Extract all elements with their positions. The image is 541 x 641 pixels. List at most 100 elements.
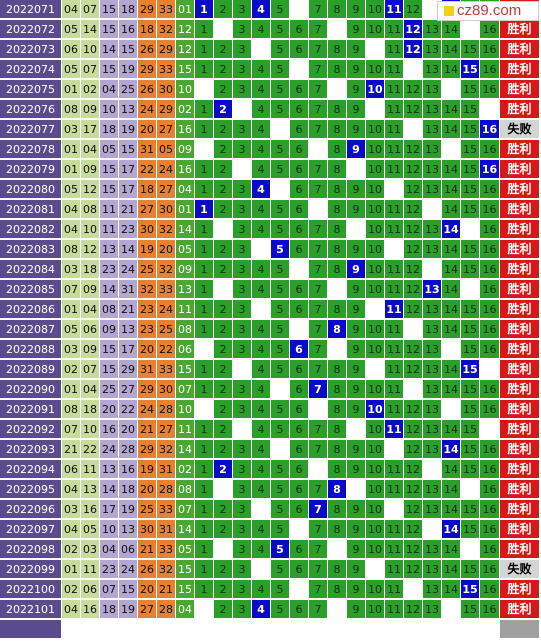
trend-cell: 2 — [214, 180, 233, 199]
trend-cell: 15 — [461, 340, 480, 359]
drawn-number: 08 — [62, 100, 81, 119]
drawn-number: 33 — [157, 360, 176, 379]
drawn-number: 20 — [138, 340, 157, 359]
trend-cell — [480, 620, 500, 639]
trend-cell: 9 — [347, 20, 366, 39]
drawn-number: 05 — [62, 20, 81, 39]
trend-cell: 1 — [195, 560, 214, 579]
trend-cell: 7 — [309, 540, 328, 559]
drawn-number: 31 — [157, 460, 176, 479]
trend-cell — [271, 620, 290, 639]
trend-cell: 3 — [233, 20, 252, 39]
trend-cell: 1 — [195, 360, 214, 379]
drawn-number: 09 — [81, 160, 100, 179]
drawn-number: 03 — [81, 540, 100, 559]
trend-cell: 5 — [271, 220, 290, 239]
trend-cell: 5 — [271, 420, 290, 439]
trend-cell: 2 — [214, 440, 233, 459]
drawn-number: 19 — [119, 120, 138, 139]
trend-cell: 9 — [347, 80, 366, 99]
special-number: 07 — [176, 500, 195, 519]
trend-cell: 8 — [328, 460, 347, 479]
issue-number: 2022101 — [0, 600, 62, 619]
table-row: 2022092 07 10 16 20 21 27 11 1 2 4 5 6 7 8 10 11 12 13 14 15… — [0, 420, 541, 440]
result-badge: 胜利 — [500, 520, 540, 539]
trend-cell — [233, 420, 252, 439]
trend-cell: 2 — [214, 140, 233, 159]
hit-cell: 12 — [404, 40, 423, 59]
trend-cell: 1 — [195, 60, 214, 79]
drawn-number: 15 — [119, 140, 138, 159]
hit-cell: 16 — [480, 160, 500, 179]
hit-cell: 2 — [214, 460, 233, 479]
trend-cell: 6 — [290, 20, 309, 39]
drawn-number: 01 — [62, 300, 81, 319]
result-badge: 胜利 — [500, 340, 540, 359]
trend-cell: 16 — [480, 240, 500, 259]
drawn-number: 07 — [62, 420, 81, 439]
issue-number: 2022075 — [0, 80, 62, 99]
hit-cell: 5 — [271, 240, 290, 259]
drawn-number: 16 — [119, 460, 138, 479]
drawn-number: 33 — [157, 280, 176, 299]
drawn-number — [157, 620, 176, 639]
trend-cell — [233, 620, 252, 639]
trend-cell: 7 — [309, 580, 328, 599]
trend-cell: 12 — [404, 220, 423, 239]
trend-cell: 1 — [195, 480, 214, 499]
special-number: 05 — [176, 240, 195, 259]
special-number: 02 — [176, 460, 195, 479]
trend-cell: 16 — [480, 440, 500, 459]
trend-cell: 3 — [233, 280, 252, 299]
trend-cell — [442, 80, 461, 99]
issue-number: 2022094 — [0, 460, 62, 479]
result-badge: 胜利 — [500, 200, 540, 219]
drawn-number: 06 — [81, 580, 100, 599]
trend-cell: 16 — [480, 80, 500, 99]
trend-cell: 5 — [271, 80, 290, 99]
drawn-number: 07 — [81, 0, 100, 19]
drawn-number: 31 — [138, 140, 157, 159]
trend-cell: 9 — [347, 400, 366, 419]
drawn-number: 25 — [157, 320, 176, 339]
trend-cell: 7 — [309, 0, 328, 19]
trend-cell: 3 — [233, 500, 252, 519]
trend-cell: 1 — [195, 420, 214, 439]
drawn-number: 04 — [81, 300, 100, 319]
trend-cell — [366, 620, 385, 639]
trend-cell: 9 — [347, 440, 366, 459]
trend-cell: 7 — [309, 40, 328, 59]
issue-number: 2022078 — [0, 140, 62, 159]
trend-cell: 12 — [404, 500, 423, 519]
trend-cell — [309, 140, 328, 159]
hit-cell: 4 — [252, 600, 271, 619]
trend-cell — [347, 620, 366, 639]
trend-cell: 11 — [385, 100, 404, 119]
issue-number: 2022091 — [0, 400, 62, 419]
trend-cell: 4 — [252, 220, 271, 239]
trend-cell: 2 — [214, 80, 233, 99]
trend-cell: 4 — [252, 460, 271, 479]
trend-cell: 15 — [461, 100, 480, 119]
trend-cell: 16 — [480, 520, 500, 539]
special-number: 08 — [176, 480, 195, 499]
drawn-number: 18 — [100, 120, 119, 139]
trend-cell — [214, 220, 233, 239]
trend-cell: 4 — [252, 200, 271, 219]
table-row: 2022074 05 07 15 19 29 33 15 1 2 3 4 5 7 8 9 10 11 13 14 15 1… — [0, 60, 541, 80]
drawn-number: 02 — [62, 360, 81, 379]
trend-cell: 11 — [385, 220, 404, 239]
trend-cell: 3 — [233, 80, 252, 99]
drawn-number: 23 — [138, 320, 157, 339]
trend-cell: 10 — [366, 260, 385, 279]
table-row: 2022096 03 16 17 19 25 33 07 1 2 3 5 6 7 8 9 10 12 13 14 15 1… — [0, 500, 541, 520]
drawn-number: 10 — [100, 100, 119, 119]
special-number: 01 — [176, 0, 195, 19]
result-badge: 胜利 — [500, 260, 540, 279]
trend-cell — [252, 40, 271, 59]
drawn-number: 13 — [100, 460, 119, 479]
trend-cell: 16 — [480, 480, 500, 499]
drawn-number: 13 — [119, 100, 138, 119]
trend-cell: 15 — [461, 120, 480, 139]
